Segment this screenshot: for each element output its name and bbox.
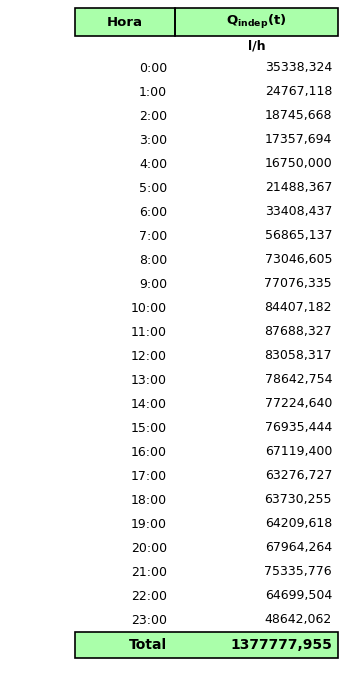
Text: 1:00: 1:00 — [139, 86, 167, 99]
Text: 75335,776: 75335,776 — [264, 566, 332, 578]
Text: 73046,605: 73046,605 — [265, 253, 332, 266]
Text: Hora: Hora — [107, 15, 143, 28]
Bar — [75, 8, 175, 36]
Text: 21:00: 21:00 — [131, 566, 167, 578]
Text: 14:00: 14:00 — [131, 397, 167, 411]
Text: 84407,182: 84407,182 — [265, 302, 332, 315]
Text: 64209,618: 64209,618 — [265, 518, 332, 531]
Text: 17357,694: 17357,694 — [265, 133, 332, 146]
Text: 18745,668: 18745,668 — [265, 110, 332, 123]
Text: 2:00: 2:00 — [139, 110, 167, 123]
Text: 87688,327: 87688,327 — [264, 326, 332, 339]
Text: 21488,367: 21488,367 — [265, 181, 332, 195]
Text: 56865,137: 56865,137 — [265, 230, 332, 242]
Text: 20:00: 20:00 — [131, 542, 167, 555]
Text: 67119,400: 67119,400 — [265, 446, 332, 458]
Text: 63276,727: 63276,727 — [265, 469, 332, 482]
Text: l/h: l/h — [248, 39, 265, 52]
Text: 63730,255: 63730,255 — [265, 493, 332, 506]
Text: 22:00: 22:00 — [131, 589, 167, 602]
Text: 19:00: 19:00 — [131, 518, 167, 531]
Text: 15:00: 15:00 — [131, 422, 167, 435]
Text: 0:00: 0:00 — [139, 61, 167, 75]
Text: 64699,504: 64699,504 — [265, 589, 332, 602]
Text: 48642,062: 48642,062 — [265, 613, 332, 627]
Text: 16750,000: 16750,000 — [264, 157, 332, 170]
Text: $\mathbf{Q_{indep}(t)}$: $\mathbf{Q_{indep}(t)}$ — [226, 13, 287, 31]
Text: 67964,264: 67964,264 — [265, 542, 332, 555]
Text: 16:00: 16:00 — [131, 446, 167, 458]
Text: 77224,640: 77224,640 — [265, 397, 332, 411]
Text: 77076,335: 77076,335 — [264, 277, 332, 290]
Bar — [175, 8, 338, 36]
Text: Total: Total — [129, 638, 167, 652]
Text: 7:00: 7:00 — [139, 230, 167, 242]
Text: 6:00: 6:00 — [139, 206, 167, 219]
Bar — [75, 632, 338, 658]
Text: 35338,324: 35338,324 — [265, 61, 332, 75]
Text: 5:00: 5:00 — [139, 181, 167, 195]
Bar — [175, 8, 338, 36]
Bar — [75, 632, 338, 658]
Text: 12:00: 12:00 — [131, 350, 167, 362]
Bar — [75, 8, 175, 36]
Text: 4:00: 4:00 — [139, 157, 167, 170]
Text: 1377777,955: 1377777,955 — [230, 638, 332, 652]
Text: 33408,437: 33408,437 — [265, 206, 332, 219]
Text: 8:00: 8:00 — [139, 253, 167, 266]
Text: 23:00: 23:00 — [131, 613, 167, 627]
Text: 17:00: 17:00 — [131, 469, 167, 482]
Text: 76935,444: 76935,444 — [265, 422, 332, 435]
Text: 9:00: 9:00 — [139, 277, 167, 290]
Text: 24767,118: 24767,118 — [265, 86, 332, 99]
Text: 83058,317: 83058,317 — [264, 350, 332, 362]
Text: 18:00: 18:00 — [131, 493, 167, 506]
Text: 3:00: 3:00 — [139, 133, 167, 146]
Text: 11:00: 11:00 — [131, 326, 167, 339]
Text: 10:00: 10:00 — [131, 302, 167, 315]
Text: 78642,754: 78642,754 — [265, 373, 332, 386]
Text: 13:00: 13:00 — [131, 373, 167, 386]
